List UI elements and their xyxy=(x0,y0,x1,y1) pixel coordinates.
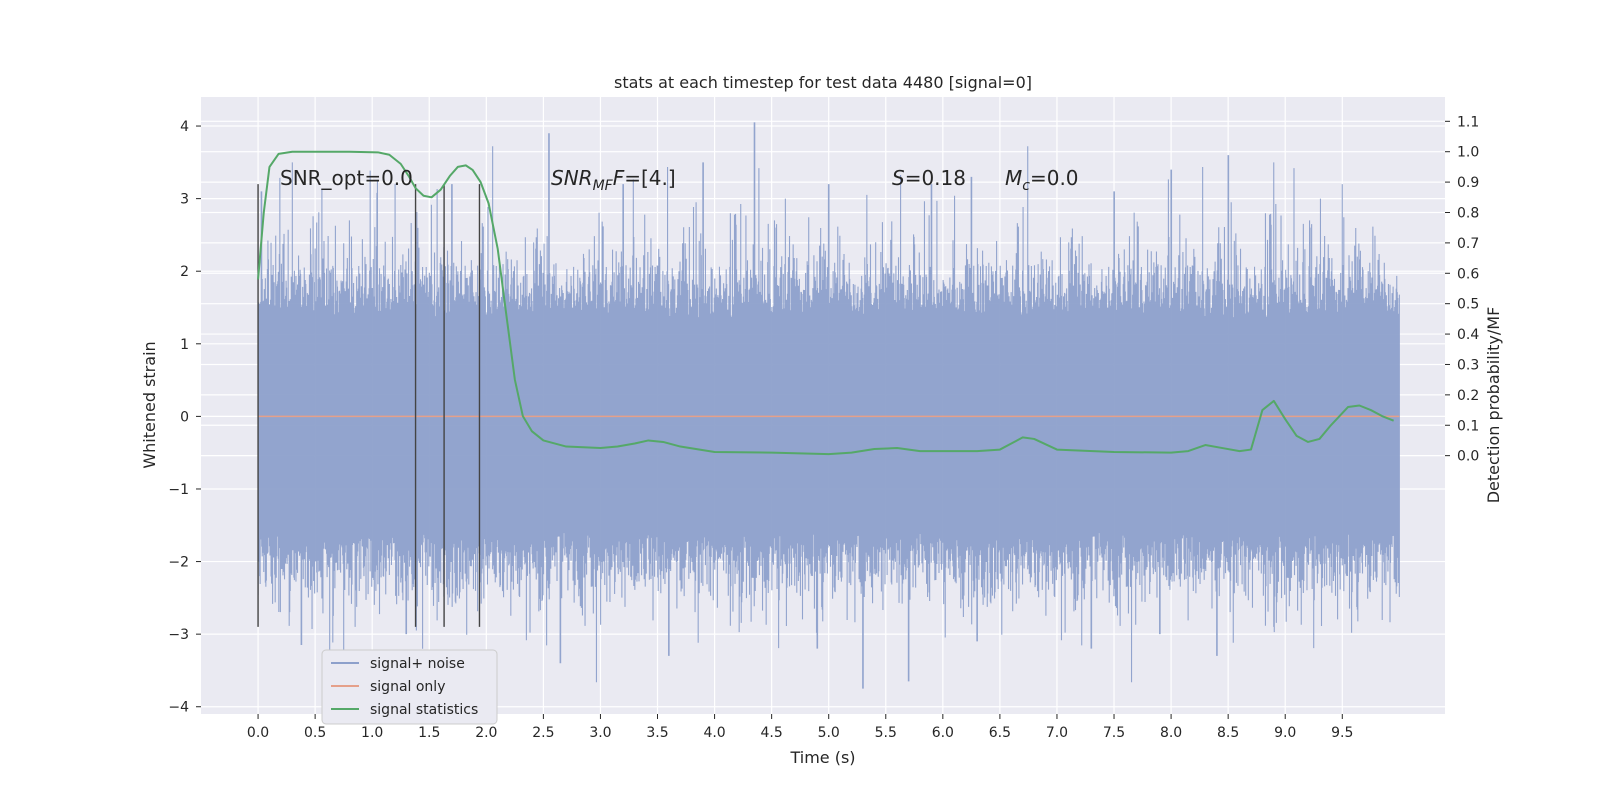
x-tick-label: 8.5 xyxy=(1217,725,1239,741)
x-axis-title: Time (s) xyxy=(789,748,855,767)
y-tick-label: 4 xyxy=(180,119,189,135)
x-tick-label: 4.5 xyxy=(761,725,783,741)
ticks: 0.0 0.5 1.0 1.5 2.0 2.5 3.0 3.5 4.0 4.5 5.0 5.5 6.0 6… xyxy=(168,114,1479,741)
x-tick-label: 4.0 xyxy=(703,725,725,741)
annotation-mc-value: =0.0 xyxy=(1030,166,1079,190)
y-right-tick-label: 0.0 xyxy=(1457,449,1479,465)
annotation-s-symbol: S xyxy=(892,166,905,190)
y-tick-label: 1 xyxy=(180,337,189,353)
legend: signal+ noise signal only signal statist… xyxy=(321,649,498,725)
x-tick-label: 9.5 xyxy=(1331,725,1353,741)
y-tick-label: 3 xyxy=(180,192,189,208)
annotation-s: S=0.18 xyxy=(892,166,966,190)
legend-box xyxy=(321,649,498,725)
y-right-tick-label: 0.2 xyxy=(1457,388,1479,404)
x-tick-label: 0.5 xyxy=(304,725,326,741)
x-tick-label: 6.5 xyxy=(989,725,1011,741)
y-right-tick-label: 1.1 xyxy=(1457,114,1479,130)
y-tick-label: −4 xyxy=(168,700,189,716)
chart-title: stats at each timestep for test data 448… xyxy=(614,73,1032,92)
annotation-snr-mf-f: F xyxy=(613,166,625,190)
y-right-tick-label: 0.7 xyxy=(1457,236,1479,252)
y-right-tick-label: 0.4 xyxy=(1457,327,1479,343)
annotation-s-value: =0.18 xyxy=(905,166,966,190)
annotation-mc-sub: c xyxy=(1022,178,1030,194)
x-tick-label: 0.0 xyxy=(247,725,269,741)
annotation-snr-mf-value: =[4.] xyxy=(624,166,675,190)
x-tick-label: 3.0 xyxy=(589,725,611,741)
vertical-markers xyxy=(257,184,481,627)
x-tick-label: 5.5 xyxy=(875,725,897,741)
y-right-tick-label: 0.3 xyxy=(1457,357,1479,373)
annotation-mc: Mc=0.0 xyxy=(1005,166,1079,194)
y-right-tick-label: 0.6 xyxy=(1457,266,1479,282)
y-right-tick-label: 0.9 xyxy=(1457,175,1479,191)
y-tick-label: −3 xyxy=(168,627,189,643)
x-tick-label: 1.5 xyxy=(418,725,440,741)
y-right-tick-label: 0.8 xyxy=(1457,205,1479,221)
y-right-tick-label: 0.1 xyxy=(1457,418,1479,434)
annotation-mc-symbol: M xyxy=(1005,166,1022,190)
series-line-signal-statistics xyxy=(257,150,1395,456)
x-tick-label: 7.5 xyxy=(1103,725,1125,741)
legend-label-signal-only: signal only xyxy=(370,679,445,695)
x-tick-label: 6.0 xyxy=(932,725,954,741)
y-right-tick-label: 1.0 xyxy=(1457,145,1479,161)
y-tick-label: −2 xyxy=(168,555,189,571)
y-tick-label: 0 xyxy=(180,409,189,425)
y-right-tick-label: 0.5 xyxy=(1457,297,1479,313)
legend-label-signal-noise: signal+ noise xyxy=(370,656,465,672)
annotation-snr-mf: SNRMFF=[4.] xyxy=(551,166,676,194)
y-tick-label: 2 xyxy=(180,264,189,280)
y-axis-right-title: Detection probability/MF xyxy=(1484,307,1503,504)
annotation-snr-mf-symbol: SNR xyxy=(551,166,593,190)
x-tick-label: 7.0 xyxy=(1046,725,1068,741)
x-tick-label: 1.0 xyxy=(361,725,383,741)
x-tick-label: 2.0 xyxy=(475,725,497,741)
series-signal-statistics xyxy=(257,150,1395,456)
y-tick-label: −1 xyxy=(168,482,189,498)
x-tick-label: 8.0 xyxy=(1160,725,1182,741)
annotation-snr-mf-sub: MF xyxy=(593,178,614,194)
x-tick-label: 2.5 xyxy=(532,725,554,741)
annotation-snr-opt: SNR_opt=0.0 xyxy=(280,166,413,190)
y-axis-title: Whitened strain xyxy=(140,341,159,468)
x-tick-label: 5.0 xyxy=(818,725,840,741)
legend-label-signal-statistics: signal statistics xyxy=(370,702,478,718)
x-tick-label: 3.5 xyxy=(646,725,668,741)
x-tick-label: 9.0 xyxy=(1274,725,1296,741)
